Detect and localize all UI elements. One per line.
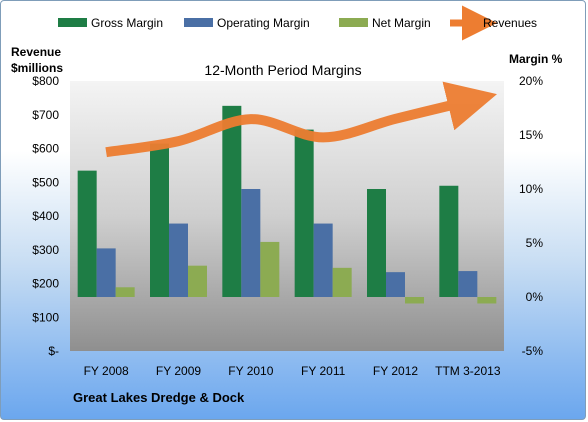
- right-tick-label: 5%: [526, 236, 544, 250]
- bar-gross-margin: [150, 143, 169, 297]
- bar-series: [77, 105, 497, 304]
- plot-area: [70, 81, 504, 351]
- x-axis-ticks: FY 2008 FY 2009 FY 2010 FY 2011 FY 2012 TTM 3…: [84, 364, 501, 378]
- revenues-line: [105, 81, 497, 158]
- revenue-line-series: [105, 81, 497, 158]
- right-axis-ticks: -5% 0% 5% 10% 15% 20%: [519, 74, 543, 358]
- bar-net-margin: [477, 297, 497, 304]
- left-axis-ticks: $- $100 $200 $300 $400 $500 $600 $700 $800: [32, 74, 59, 358]
- bar-gross-margin: [77, 170, 97, 297]
- legend-swatch: [58, 18, 87, 27]
- left-tick-label: $500: [32, 175, 59, 189]
- bar-operating-margin: [241, 189, 261, 297]
- left-axis-title-line2: $millions: [11, 61, 63, 75]
- x-tick-label: FY 2012: [373, 364, 418, 378]
- legend: Gross Margin Operating Margin Net Margin Re…: [58, 5, 537, 41]
- bar-net-margin: [115, 287, 135, 297]
- right-axis-title: Margin %: [509, 52, 563, 66]
- legend-label: Gross Margin: [91, 16, 163, 30]
- x-tick-label: FY 2009: [156, 364, 201, 378]
- right-tick-label: 20%: [519, 74, 543, 88]
- company-name: Great Lakes Dredge & Dock: [73, 390, 245, 405]
- left-tick-label: $700: [32, 108, 59, 122]
- x-tick-label: FY 2010: [228, 364, 273, 378]
- left-tick-label: $600: [32, 142, 59, 156]
- legend-label: Revenues: [483, 16, 537, 30]
- bar-net-margin: [405, 297, 424, 304]
- bar-gross-margin: [439, 185, 459, 297]
- right-tick-label: -5%: [522, 344, 544, 358]
- x-tick-label: TTM 3-2013: [435, 364, 501, 378]
- bar-gross-margin: [294, 129, 314, 297]
- bar-net-margin: [188, 265, 207, 297]
- legend-swatch: [339, 18, 368, 27]
- left-axis-title-line1: Revenue: [11, 45, 61, 59]
- legend-label: Operating Margin: [217, 16, 310, 30]
- x-tick-label: FY 2008: [84, 364, 129, 378]
- right-tick-label: 0%: [526, 290, 544, 304]
- legend-swatch: [184, 18, 213, 27]
- bar-net-margin: [260, 241, 280, 297]
- bar-operating-margin: [96, 248, 116, 297]
- legend-label: Net Margin: [372, 16, 431, 30]
- bar-net-margin: [332, 267, 352, 297]
- left-tick-label: $100: [32, 310, 59, 324]
- bar-operating-margin: [313, 223, 333, 297]
- bar-operating-margin: [169, 223, 188, 297]
- bar-gross-margin: [222, 105, 242, 297]
- left-tick-label: $400: [32, 209, 59, 223]
- bar-gross-margin: [367, 189, 386, 297]
- x-tick-label: FY 2011: [301, 364, 346, 378]
- bar-operating-margin: [458, 271, 478, 297]
- left-tick-label: $200: [32, 277, 59, 291]
- bar-operating-margin: [386, 272, 405, 297]
- right-tick-label: 10%: [519, 182, 543, 196]
- left-tick-label: $300: [32, 243, 59, 257]
- left-tick-label: $-: [48, 344, 59, 358]
- right-tick-label: 15%: [519, 128, 543, 142]
- left-tick-label: $800: [32, 74, 59, 88]
- chart-title: 12-Month Period Margins: [204, 62, 361, 78]
